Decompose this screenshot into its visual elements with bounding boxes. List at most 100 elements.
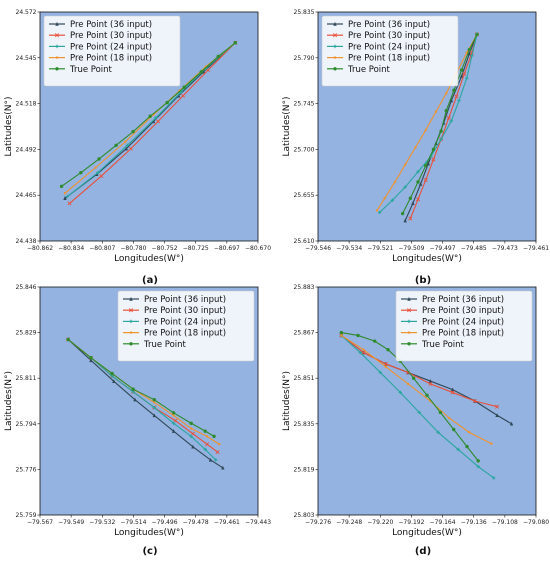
panel-c: −79.567 −79.549 −79.532 −79.514 −79.496 −79.4… — [4, 284, 271, 557]
data-point — [439, 137, 443, 141]
legend-box — [43, 15, 181, 87]
legend-label: Pre Point (36 input) — [70, 20, 152, 30]
data-point — [340, 334, 343, 337]
data-point — [123, 140, 127, 144]
panel-caption: (a) — [142, 275, 158, 286]
legend-label: Pre Point (30 input) — [422, 306, 504, 316]
data-point — [495, 404, 500, 409]
data-point — [339, 330, 344, 335]
series-4 — [339, 330, 480, 463]
x-tick-label: −79.521 — [367, 245, 393, 252]
legend-marker — [333, 44, 337, 49]
series-4 — [400, 32, 479, 216]
data-point — [189, 427, 193, 430]
y-tick-label: 25.745 — [294, 101, 315, 108]
data-point — [434, 110, 438, 113]
data-point — [97, 157, 101, 161]
x-tick-label: −80.862 — [27, 245, 53, 252]
data-point — [476, 459, 480, 463]
data-point — [398, 390, 403, 395]
data-point — [476, 464, 480, 469]
data-point — [375, 209, 379, 212]
legend-marker — [407, 296, 411, 301]
data-point — [131, 129, 135, 134]
data-point — [468, 431, 471, 434]
legend-box — [395, 290, 533, 362]
data-point — [171, 411, 176, 415]
legend-label: True Point — [347, 65, 391, 75]
y-tick-label: 25.803 — [294, 512, 315, 519]
legend-marker — [332, 33, 338, 38]
data-point — [171, 429, 176, 433]
data-point — [152, 413, 156, 418]
data-point — [94, 166, 97, 169]
data-point — [218, 443, 221, 446]
data-point — [133, 397, 137, 402]
y-tick-label: 24.572 — [16, 9, 37, 16]
data-point — [181, 93, 186, 98]
data-point — [179, 90, 183, 95]
data-point — [66, 337, 70, 342]
data-point — [63, 196, 67, 200]
x-tick-label: −79.532 — [89, 519, 115, 526]
y-tick-label: 25.759 — [16, 512, 37, 519]
x-tick-label: −79.549 — [58, 519, 84, 526]
data-point — [438, 410, 443, 415]
y-tick-label: 25.846 — [16, 284, 37, 291]
legend: Pre Point (36 input)Pre Point (30 input)… — [43, 15, 181, 87]
data-point — [449, 119, 454, 123]
data-point — [373, 339, 377, 343]
data-point — [416, 170, 420, 174]
x-tick-label: −80.697 — [214, 245, 240, 252]
data-point — [431, 157, 436, 162]
data-point — [214, 458, 218, 462]
data-point — [79, 170, 83, 175]
legend-marker — [54, 33, 60, 38]
legend-label: Pre Point (24 input) — [422, 317, 504, 327]
data-point — [383, 361, 388, 366]
data-point — [393, 180, 397, 184]
panel-d: −79.276 −79.248 −79.220 −79.192 −79.164 −79.1… — [282, 284, 549, 557]
data-point — [131, 387, 135, 391]
data-point — [204, 442, 210, 447]
x-tick-label: −80.780 — [120, 245, 146, 252]
legend: Pre Point (36 input)Pre Point (30 input)… — [117, 290, 255, 362]
data-point — [428, 381, 433, 386]
x-axis-label: Longitudes(W°) — [392, 254, 462, 264]
series-line — [341, 334, 492, 445]
data-point — [424, 128, 427, 132]
data-point — [450, 390, 455, 395]
y-tick-label: 24.465 — [16, 192, 37, 199]
x-tick-label: −80.807 — [89, 245, 115, 252]
legend-label: True Point — [421, 340, 465, 350]
y-tick-label: 25.811 — [16, 375, 37, 382]
data-point — [215, 450, 220, 455]
data-point — [495, 413, 499, 417]
data-point — [509, 421, 514, 426]
series-4 — [59, 41, 237, 189]
data-point — [404, 163, 407, 166]
data-point — [400, 211, 405, 216]
data-point — [428, 378, 433, 383]
y-tick-label: 25.835 — [294, 421, 315, 428]
data-point — [89, 356, 93, 360]
legend-marker — [55, 21, 59, 26]
legend-label: Pre Point (30 input) — [348, 31, 430, 41]
legend: Pre Point (36 input)Pre Point (30 input)… — [321, 15, 459, 87]
x-tick-label: −79.276 — [305, 519, 331, 526]
data-point — [390, 198, 395, 202]
legend-label: Pre Point (30 input) — [70, 31, 152, 41]
panel-caption: (c) — [142, 546, 157, 557]
data-point — [208, 457, 213, 462]
x-tick-label: −79.473 — [492, 245, 518, 252]
data-point — [417, 410, 421, 415]
data-point — [110, 371, 114, 376]
data-point — [386, 348, 390, 352]
data-point — [444, 109, 448, 113]
data-point — [165, 100, 169, 105]
x-tick-label: −79.164 — [430, 519, 456, 526]
data-point — [221, 465, 225, 470]
y-tick-label: 25.794 — [16, 421, 37, 428]
data-point — [203, 447, 207, 452]
